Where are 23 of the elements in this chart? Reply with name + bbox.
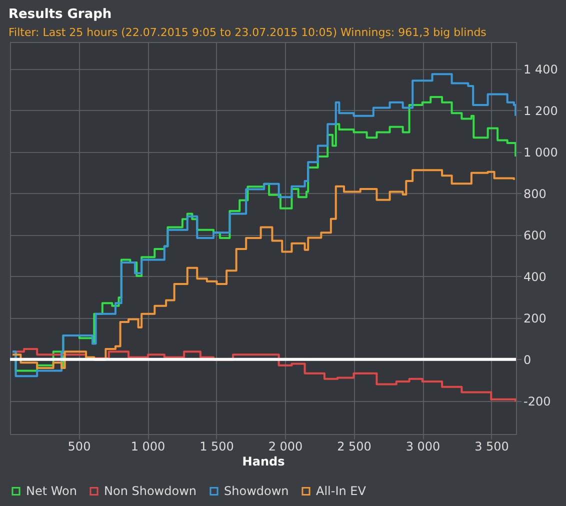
legend-label: Non Showdown bbox=[104, 484, 196, 498]
legend-label: All-In EV bbox=[316, 484, 367, 498]
x-tick-label: 500 bbox=[68, 440, 91, 454]
x-tick-label: 2 000 bbox=[268, 440, 303, 454]
x-tick-label: 3 000 bbox=[406, 440, 440, 454]
y-tick-label: 600 bbox=[524, 228, 546, 242]
x-tick-label: 1 500 bbox=[200, 440, 234, 454]
y-tick-label: 1 000 bbox=[524, 145, 558, 160]
y-tick-label: 400 bbox=[524, 270, 546, 284]
x-axis-title: Hands bbox=[242, 454, 285, 468]
x-tick-label: 3 500 bbox=[474, 440, 509, 454]
y-tick-label: 800 bbox=[524, 186, 546, 201]
legend-label: Net Won bbox=[26, 484, 77, 498]
y-tick-label: 0 bbox=[524, 352, 532, 367]
y-tick-label: 1 200 bbox=[524, 104, 558, 118]
y-tick-label: 1 400 bbox=[524, 62, 558, 76]
y-tick-label: -200 bbox=[524, 394, 551, 408]
legend-label: Showdown bbox=[224, 484, 289, 498]
x-tick-label: 1 000 bbox=[130, 440, 166, 454]
chart-subtitle: Filter: Last 25 hours (22.07.2015 9:05 to 23.07.2015 10:05) Winnings: 961,3 big blinds bbox=[8, 26, 487, 39]
x-tick-label: 2 500 bbox=[337, 440, 372, 454]
y-tick-label: 200 bbox=[524, 311, 546, 326]
chart-title: Results Graph bbox=[8, 7, 112, 22]
